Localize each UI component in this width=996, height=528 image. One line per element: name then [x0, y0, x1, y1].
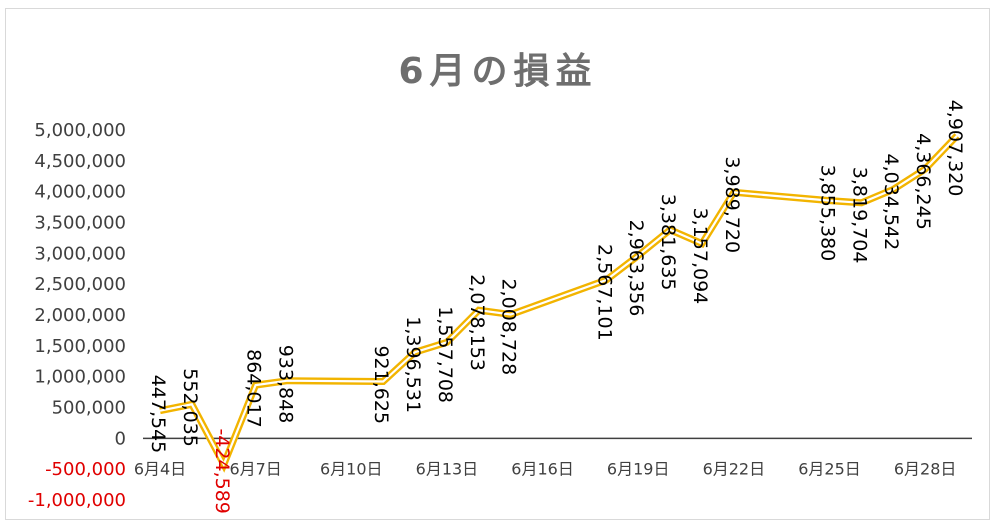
x-tick-label: 6月19日: [607, 459, 670, 478]
data-label: 3,855,380: [817, 165, 839, 262]
y-tick-label: -1,000,000: [28, 490, 126, 511]
y-tick-label: 3,000,000: [34, 243, 126, 264]
y-tick-label: 3,500,000: [34, 213, 126, 234]
x-tick-label: 6月25日: [798, 459, 861, 478]
data-label: 2,567,101: [593, 244, 615, 341]
data-label: 3,381,635: [657, 194, 679, 291]
y-tick-label: 1,000,000: [34, 367, 126, 388]
x-tick-label: 6月7日: [229, 459, 281, 478]
x-tick-label: 6月16日: [511, 459, 574, 478]
data-label: 3,989,720: [721, 156, 743, 253]
x-tick-label: 6月10日: [320, 459, 383, 478]
y-tick-label: 2,000,000: [34, 305, 126, 326]
data-label: 4,034,542: [880, 154, 902, 251]
data-labels: 447,545 552,035 -424,589 864,017 933,848 921,…: [147, 100, 966, 514]
data-label: -424,589: [211, 428, 233, 513]
y-tick-label: 4,500,000: [34, 151, 126, 172]
data-label: 921,625: [370, 345, 392, 424]
y-tick-label: 4,000,000: [34, 182, 126, 203]
x-tick-label: 6月22日: [703, 459, 766, 478]
y-axis-ticks: 5,000,000 4,500,000 4,000,000 3,500,000 3,00…: [28, 120, 126, 511]
y-tick-label: 0: [115, 428, 126, 449]
y-tick-label: 1,500,000: [34, 336, 126, 357]
y-tick-label: 2,500,000: [34, 274, 126, 295]
chart-frame: [5, 8, 990, 520]
chart-title: 6月の損益: [398, 51, 598, 92]
data-label: 447,545: [147, 375, 169, 454]
data-label: 4,366,245: [912, 133, 934, 230]
data-label: 2,963,356: [625, 220, 647, 317]
y-tick-label: -500,000: [45, 459, 126, 480]
data-label: 3,157,094: [689, 208, 711, 305]
series-line-inner: [159, 134, 958, 468]
x-tick-label: 6月28日: [894, 459, 957, 478]
x-tick-label: 6月4日: [134, 459, 186, 478]
data-label: 2,078,153: [466, 274, 488, 371]
data-label: 864,017: [243, 349, 265, 428]
x-axis-ticks: 6月4日 6月7日 6月10日 6月13日 6月16日 6月19日 6月22日 6月25日 6月…: [134, 459, 957, 478]
data-label: 2,008,728: [498, 278, 520, 375]
y-tick-label: 500,000: [52, 398, 126, 419]
data-label: 1,557,708: [434, 306, 456, 403]
data-label: 3,819,704: [848, 167, 870, 264]
data-label: 1,396,531: [402, 316, 424, 413]
data-label: 552,035: [179, 368, 201, 447]
y-tick-label: 5,000,000: [34, 120, 126, 141]
data-label: 4,907,320: [944, 100, 966, 197]
data-label: 933,848: [274, 345, 296, 424]
x-tick-label: 6月13日: [416, 459, 479, 478]
series-line: [159, 133, 960, 473]
